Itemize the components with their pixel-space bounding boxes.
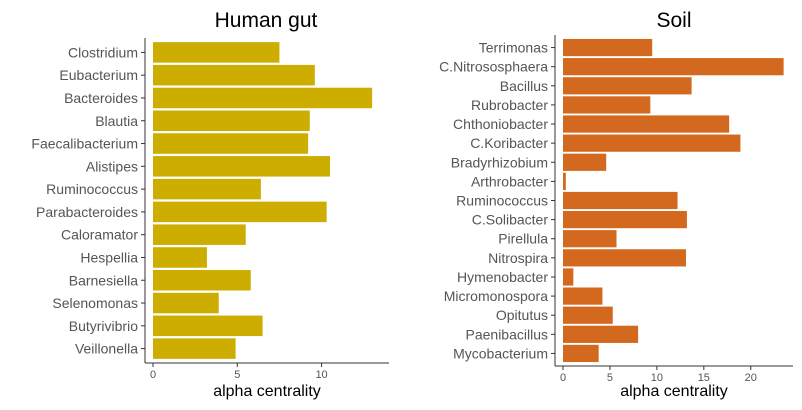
bar-bradyrhizobium [563, 153, 607, 171]
category-label-micromonospora: Micromonospora [444, 288, 548, 304]
bar-c-solibacter [563, 211, 687, 229]
bar-rubrobacter [563, 96, 651, 114]
x-tick-label: 5 [607, 372, 613, 384]
bar-parabacteroides [153, 201, 327, 223]
category-label-alistipes: Alistipes [86, 158, 138, 174]
category-label-bradyrhizobium: Bradyrhizobium [451, 154, 548, 170]
bar-nitrospira [563, 249, 686, 267]
bar-bacillus [563, 77, 692, 95]
chart-title: Human gut [215, 9, 318, 32]
bar-hymenobacter [563, 268, 574, 286]
x-tick-label: 10 [651, 372, 663, 384]
bar-bacteroides [153, 87, 373, 109]
category-label-bacillus: Bacillus [500, 78, 548, 94]
category-label-mycobacterium: Mycobacterium [453, 345, 548, 361]
bar-faecalibacterium [153, 133, 309, 154]
category-label-rubrobacter: Rubrobacter [471, 97, 548, 113]
category-label-c-nitrososphaera: C.Nitrososphaera [439, 59, 548, 75]
category-label-c-koribacter: C.Koribacter [470, 135, 548, 151]
x-tick-label: 5 [234, 369, 240, 381]
bar-barnesiella [153, 269, 251, 291]
x-axis-title: alpha centrality [213, 383, 321, 400]
bar-terrimonas [563, 38, 653, 57]
category-label-butyrivibrio: Butyrivibrio [69, 318, 138, 334]
bar-c-koribacter [563, 134, 741, 152]
category-label-opitutus: Opitutus [496, 307, 548, 323]
category-label-ruminococcus: Ruminococcus [46, 181, 138, 197]
bar-micromonospora [563, 287, 603, 305]
bar-clostridium [153, 42, 280, 63]
bar-eubacterium [153, 64, 315, 86]
bar-butyrivibrio [153, 315, 263, 337]
category-label-eubacterium: Eubacterium [59, 67, 138, 83]
bar-hespellia [153, 247, 207, 268]
category-label-selenomonas: Selenomonas [52, 295, 138, 311]
x-axis-title: alpha centrality [620, 383, 728, 400]
category-label-caloramator: Caloramator [61, 227, 138, 243]
human-gut-panel: Human gut Clostridium Eubacterium Bacteroid… [31, 9, 389, 400]
category-label-ruminococcus: Ruminococcus [456, 193, 548, 209]
x-tick-label: 0 [150, 369, 156, 381]
category-label-clostridium: Clostridium [68, 44, 138, 60]
bar-caloramator [153, 224, 246, 245]
category-label-parabacteroides: Parabacteroides [36, 204, 138, 220]
category-label-barnesiella: Barnesiella [69, 272, 138, 288]
category-label-c-solibacter: C.Solibacter [472, 212, 549, 228]
bar-opitutus [563, 306, 613, 324]
x-tick-label: 0 [560, 372, 566, 384]
bar-paenibacillus [563, 325, 639, 343]
category-label-hespellia: Hespellia [80, 249, 138, 265]
bar-pirellula [563, 230, 617, 248]
category-label-paenibacillus: Paenibacillus [466, 326, 549, 342]
bar-chthoniobacter [563, 115, 730, 133]
category-label-blautia: Blautia [95, 113, 138, 129]
chart-title: Soil [656, 9, 691, 32]
bar-selenomonas [153, 292, 219, 314]
bar-ruminococcus [563, 191, 678, 210]
x-tick-label: 15 [698, 372, 710, 384]
category-label-arthrobacter: Arthrobacter [471, 173, 548, 189]
bar-alistipes [153, 156, 330, 177]
category-label-bacteroides: Bacteroides [64, 90, 138, 106]
category-label-veillonella: Veillonella [75, 341, 138, 357]
category-label-chthoniobacter: Chthoniobacter [453, 116, 548, 132]
category-label-faecalibacterium: Faecalibacterium [31, 136, 138, 152]
category-label-terrimonas: Terrimonas [479, 40, 548, 56]
x-tick-label: 20 [745, 372, 757, 384]
bar-ruminococcus [153, 178, 261, 200]
soil-panel: Soil Terrimonas C.Nitrososphaera Bacillus Ru… [439, 9, 793, 400]
category-label-hymenobacter: Hymenobacter [457, 269, 548, 285]
bar-blautia [153, 110, 310, 132]
bar-c-nitrososphaera [563, 58, 784, 76]
bar-arthrobacter [563, 172, 566, 190]
category-label-nitrospira: Nitrospira [488, 250, 548, 266]
category-label-pirellula: Pirellula [498, 231, 548, 247]
x-tick-label: 10 [315, 369, 327, 381]
bar-veillonella [153, 338, 236, 359]
bar-mycobacterium [563, 344, 599, 363]
